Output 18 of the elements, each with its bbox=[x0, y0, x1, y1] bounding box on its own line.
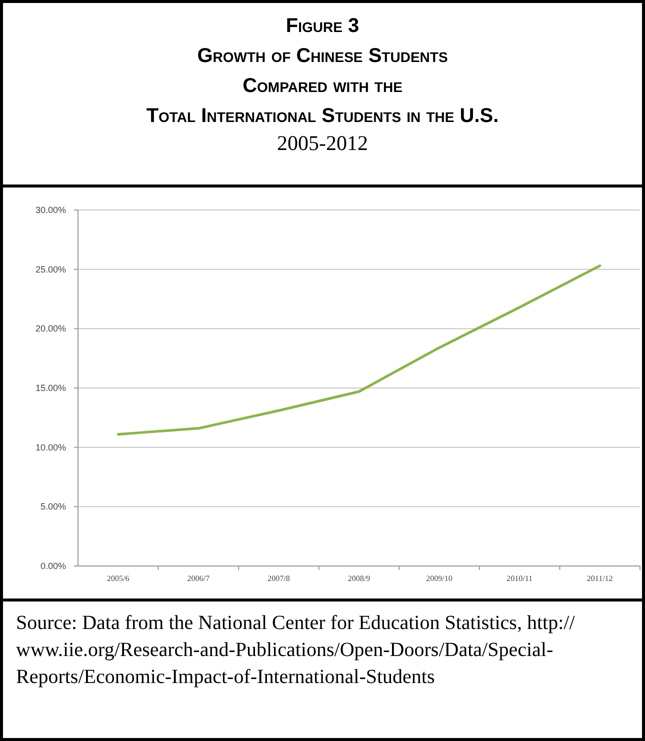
y-tick-label: 30.00% bbox=[35, 205, 66, 215]
y-tick-label: 10.00% bbox=[35, 442, 66, 452]
chart-subtitle: 2005-2012 bbox=[277, 131, 368, 155]
x-tick-label: 2007/8 bbox=[268, 574, 290, 583]
x-tick-label: 2010/11 bbox=[506, 574, 533, 583]
y-tick-label: 0.00% bbox=[40, 561, 66, 571]
x-tick-label: 2008/9 bbox=[348, 574, 370, 583]
line-series bbox=[116, 264, 602, 436]
x-tick-label: 2011/12 bbox=[586, 574, 613, 583]
text: Source: Data from the National Center for Education Statistics, http://www.iie.org/Research-and-Publications/Open-Doors/Data/Special-Reports/Economic-Impact-of-International-Students bbox=[16, 612, 575, 688]
y-tick-label: 20.00% bbox=[35, 324, 66, 334]
y-tick-label: 25.00% bbox=[35, 264, 66, 274]
x-tick-label: 2006/7 bbox=[187, 574, 210, 583]
x-tick-label: 2005/6 bbox=[107, 574, 130, 583]
chart-title: Figure 3 Growth of Chinese Students Compared with the Total International Students in the U.S. bbox=[146, 15, 499, 127]
y-tick-label: 5.00% bbox=[40, 502, 66, 512]
y-tick-label: 15.00% bbox=[35, 383, 66, 393]
x-tick-label: 2009/10 bbox=[426, 574, 452, 583]
